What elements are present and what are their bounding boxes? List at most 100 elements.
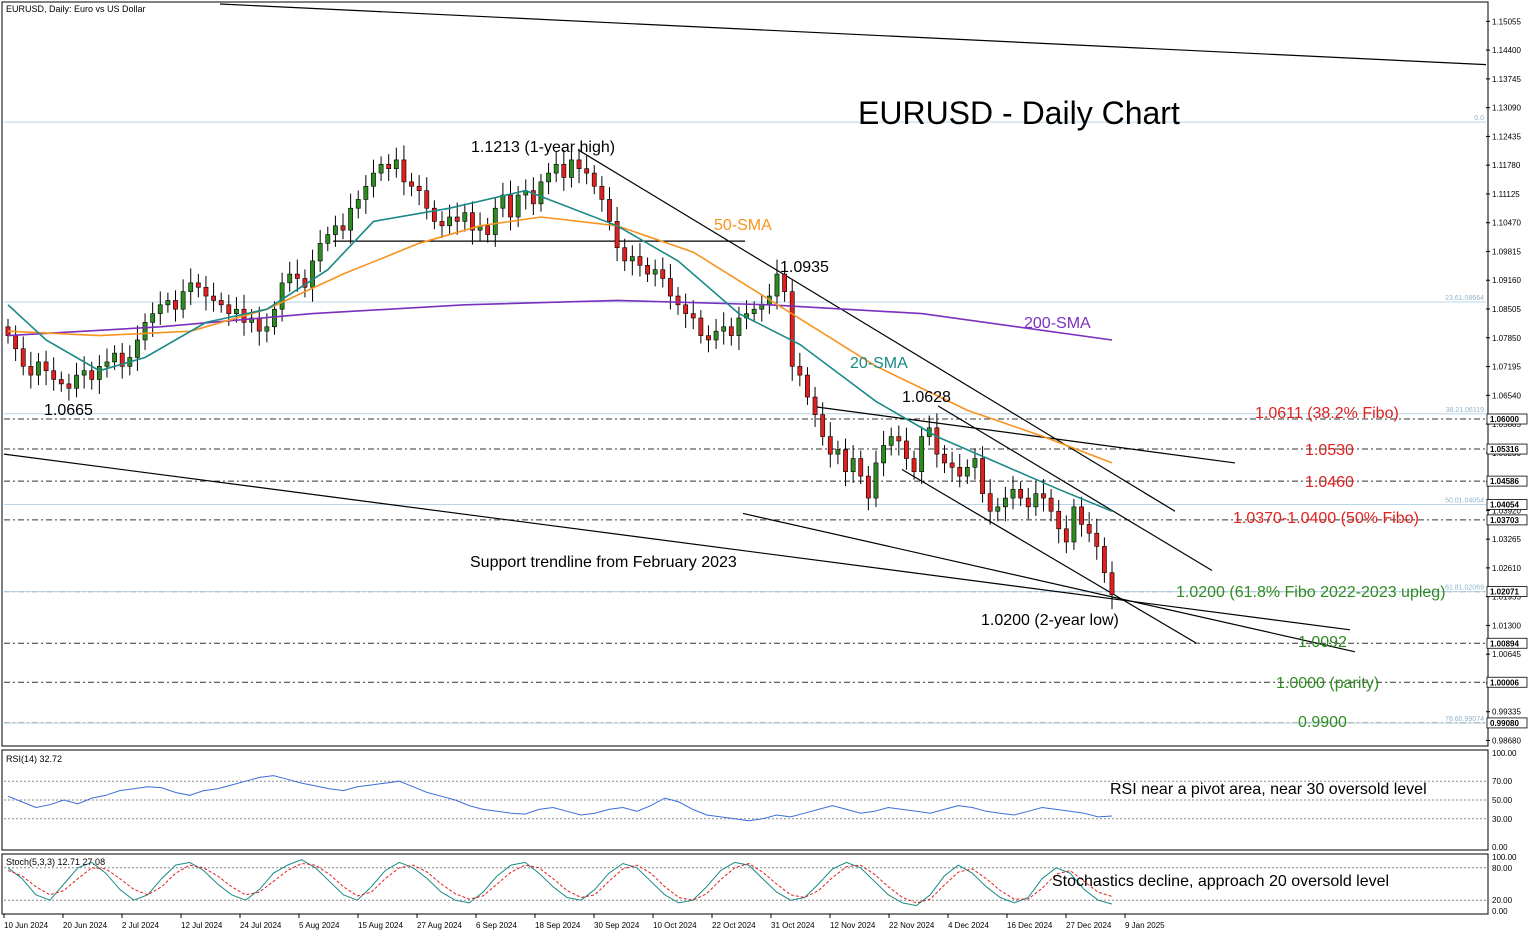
candle-down xyxy=(294,273,300,279)
price-tag-box xyxy=(1486,586,1528,597)
candle-down xyxy=(431,207,437,222)
price-axis-label: 1.03920 xyxy=(1492,506,1521,515)
trendlines xyxy=(3,3,1487,653)
candle-down xyxy=(987,493,993,512)
candle-down xyxy=(675,295,681,306)
moving-averages xyxy=(7,189,1113,512)
price-axis-label: 1.14400 xyxy=(1492,46,1521,55)
candle-down xyxy=(508,194,513,218)
annotation-1year-high: 1.1213 (1-year high) xyxy=(471,139,615,156)
candle-down xyxy=(424,190,430,209)
candle-up xyxy=(1003,497,1008,508)
channel-upper xyxy=(937,405,1213,572)
candle-up xyxy=(881,445,886,464)
stoch-axis-label: 20.00 xyxy=(1492,896,1513,905)
candle-up xyxy=(721,326,727,332)
price-axis-label: 1.08505 xyxy=(1492,305,1521,314)
candle-up xyxy=(180,291,186,310)
candle-up xyxy=(332,225,338,235)
candle-down xyxy=(812,396,818,415)
candle-up xyxy=(287,273,293,284)
candle-up xyxy=(81,370,87,376)
stoch-axis-label: 0.00 xyxy=(1492,907,1508,916)
price-axis-label: 1.09160 xyxy=(1492,276,1521,285)
time-axis-label: 27 Aug 2024 xyxy=(417,921,462,930)
candle-up xyxy=(1071,506,1077,543)
fibo-tag: 38.21.06119 xyxy=(1446,407,1485,414)
rsi-panel-frame xyxy=(1,749,1489,851)
rsi-annotation: RSI near a pivot area, near 30 oversold … xyxy=(1110,781,1427,798)
price-tag-box xyxy=(1486,717,1528,729)
candle-down xyxy=(858,458,864,477)
price-tag-label: 1.00894 xyxy=(1490,639,1519,648)
candle-down xyxy=(576,159,582,169)
stoch-k-line xyxy=(7,859,1113,907)
candle-up xyxy=(500,194,506,209)
price-axis-label: 1.07850 xyxy=(1492,334,1521,343)
time-axis-label: 18 Sep 2024 xyxy=(535,921,581,930)
stoch-d-line xyxy=(7,862,1113,904)
stoch-axis: 100.00 80.00 20.00 0.00 xyxy=(1492,853,1517,916)
time-axis-label: 10 Jun 2024 xyxy=(4,921,49,930)
annotation-20sma: 20-SMA xyxy=(850,355,908,372)
rsi-axis-label: 70.00 xyxy=(1492,777,1513,786)
candle-down xyxy=(843,449,848,473)
candle-up xyxy=(104,361,110,367)
time-axis-label: 6 Sep 2024 xyxy=(476,921,517,930)
price-axis-label: 1.12435 xyxy=(1492,132,1521,141)
rsi-axis-label: 50.00 xyxy=(1492,796,1513,805)
stochastic-panel[interactable]: 100.00 80.00 20.00 0.00 Stoch(5,3,3) 12.71 … xyxy=(1,853,1517,916)
price-tag-box xyxy=(1486,676,1528,688)
candle-up xyxy=(995,506,1001,512)
rsi-line xyxy=(7,775,1113,822)
candle-up xyxy=(492,207,498,235)
time-axis-label: 16 Dec 2024 xyxy=(1007,921,1053,930)
fibo-tag: 50.01.04054 xyxy=(1445,497,1484,504)
candle-down xyxy=(607,199,612,222)
price-axis-label: 0.98680 xyxy=(1492,736,1521,745)
long-term-resistance xyxy=(219,3,1487,66)
candle-up xyxy=(873,462,879,499)
candle-down xyxy=(173,300,178,310)
candle-up xyxy=(736,317,742,336)
annotation-2year-low: 1.0200 (2-year low) xyxy=(981,612,1119,629)
candle-up xyxy=(112,352,117,363)
candle-down xyxy=(409,181,414,187)
candle-down xyxy=(1041,493,1046,499)
annotation-50sma: 50-SMA xyxy=(714,217,772,234)
candle-down xyxy=(89,370,95,380)
price-panel-frame xyxy=(1,1,1489,747)
price-panel[interactable]: 1.15055 1.14400 1.13745 1.13090 1.12435 1.117… xyxy=(1,1,1528,747)
stoch-annotation: Stochastics decline, approach 20 oversol… xyxy=(1052,873,1389,890)
candle-down xyxy=(1086,524,1092,534)
candle-up xyxy=(142,322,148,341)
price-axis-label: 1.01955 xyxy=(1492,593,1521,602)
candle-up xyxy=(629,256,635,262)
candle-down xyxy=(1101,546,1107,574)
candles xyxy=(5,145,1115,610)
candle-down xyxy=(226,304,232,314)
candle-down xyxy=(218,300,224,306)
candle-down xyxy=(401,159,407,183)
candle-down xyxy=(470,212,475,231)
candle-down xyxy=(28,366,34,376)
annotation-1-0935: 1.0935 xyxy=(780,259,829,276)
annotation-parity: 1.0000 (parity) xyxy=(1276,675,1379,692)
candle-down xyxy=(614,221,620,249)
annotation-1-0092: 1.0092 xyxy=(1298,634,1347,651)
candle-down xyxy=(1063,528,1069,543)
price-tag-box xyxy=(1486,514,1528,526)
annotation-1-0530: 1.0530 xyxy=(1305,442,1354,459)
candle-down xyxy=(637,256,643,266)
annotation-1-0665: 1.0665 xyxy=(44,402,93,419)
annotation-fibo382: 1.0611 (38.2% Fibo) xyxy=(1255,405,1399,422)
candle-down xyxy=(203,286,209,297)
candle-up xyxy=(74,374,79,389)
annotation-fibo618: 1.0200 (61.8% Fibo 2022-2023 upleg) xyxy=(1176,584,1446,601)
time-axis-label: 9 Jan 2025 xyxy=(1125,921,1165,930)
price-tag-label: 0.99080 xyxy=(1490,719,1519,728)
candle-down xyxy=(957,467,963,477)
